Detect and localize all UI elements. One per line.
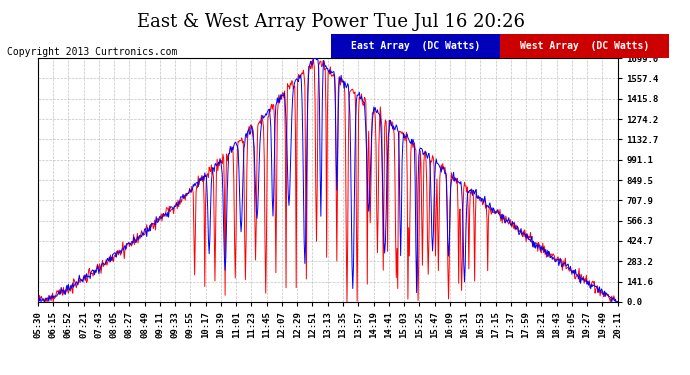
Text: West Array  (DC Watts): West Array (DC Watts) [520,41,649,51]
Text: East & West Array Power Tue Jul 16 20:26: East & West Array Power Tue Jul 16 20:26 [137,13,525,31]
Text: Copyright 2013 Curtronics.com: Copyright 2013 Curtronics.com [7,47,177,57]
Text: East Array  (DC Watts): East Array (DC Watts) [351,41,480,51]
